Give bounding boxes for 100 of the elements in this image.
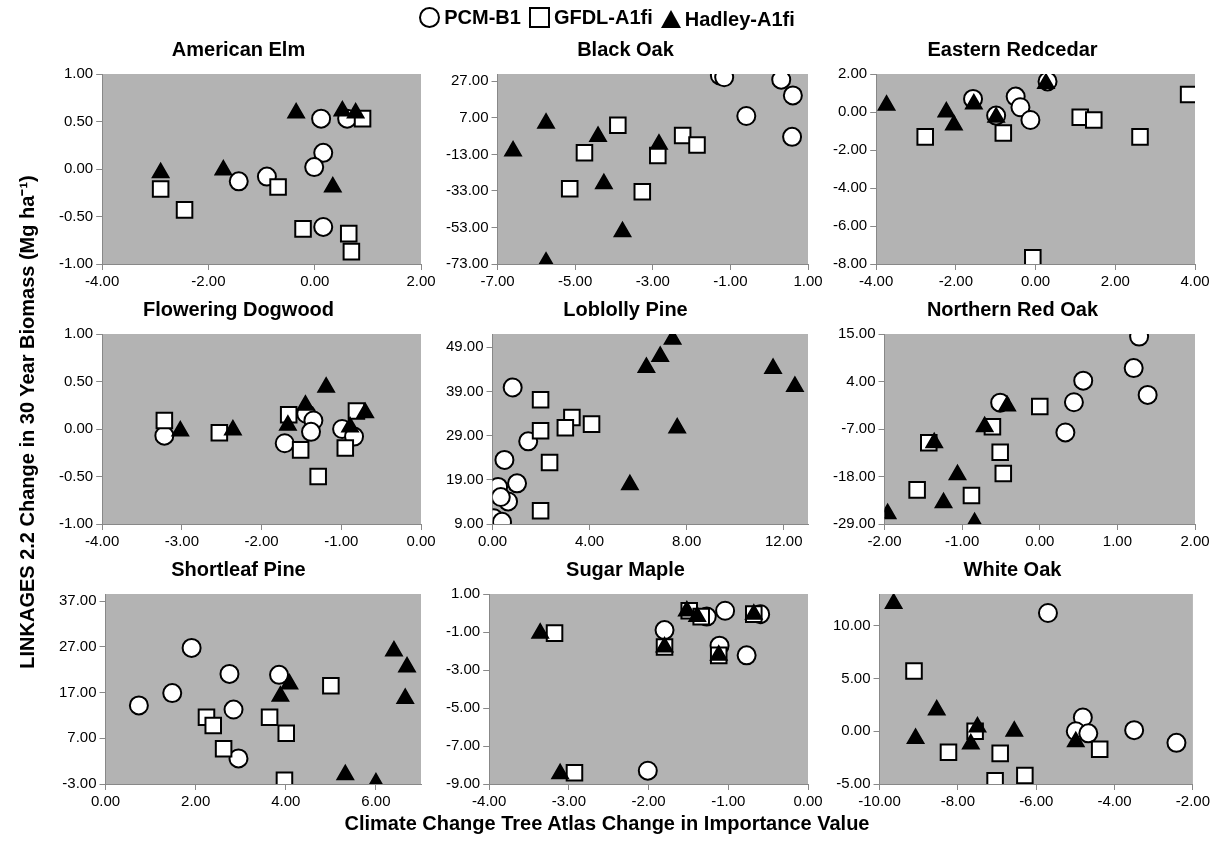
y-tick-label: 0.00 — [63, 159, 94, 177]
x-tick-label: 2.00 — [1180, 532, 1210, 550]
y-tick-label: -5.00 — [445, 698, 481, 716]
y-tick-label: 7.00 — [459, 107, 489, 125]
x-tick-label: 2.00 — [1100, 272, 1130, 290]
x-tick-label: -4.00 — [859, 272, 894, 290]
x-tick-label: 0.00 — [406, 532, 436, 550]
y-tick-label: 17.00 — [58, 682, 97, 700]
y-tick-label: -53.00 — [445, 217, 489, 235]
chart-title: Sugar Maple — [566, 557, 685, 580]
x-tick-label: -8.00 — [940, 792, 975, 810]
x-tick-label: 4.00 — [1180, 272, 1210, 290]
x-tick-label: -7.00 — [480, 272, 515, 290]
chart-title: American Elm — [171, 37, 306, 60]
y-tick-label: 0.50 — [63, 111, 94, 129]
y-tick-label: 39.00 — [445, 381, 484, 399]
y-tick-label: -29.00 — [832, 514, 876, 532]
chart-title: White Oak — [963, 557, 1063, 580]
x-tick-label: -2.00 — [191, 272, 226, 290]
y-tick-label: 27.00 — [450, 71, 489, 89]
y-tick-label: -0.50 — [58, 206, 94, 224]
y-tick-label: 0.00 — [837, 102, 868, 120]
x-tick-label: -2.00 — [244, 532, 279, 550]
y-tick-label: -6.00 — [832, 216, 868, 234]
x-tick-label: 0.00 — [300, 272, 330, 290]
y-tick-label: 0.50 — [63, 371, 94, 389]
legend-label: PCM-B1 — [444, 6, 521, 29]
x-tick-label: -2.00 — [631, 792, 666, 810]
y-tick-label: -13.00 — [445, 144, 489, 162]
y-tick-label: -33.00 — [445, 181, 489, 199]
x-tick-label: -1.00 — [324, 532, 359, 550]
x-tick-label: -4.00 — [85, 532, 120, 550]
y-tick-label: -2.00 — [832, 140, 868, 158]
y-tick-label: 49.00 — [445, 337, 484, 355]
chart-title: Loblolly Pine — [563, 297, 688, 320]
x-tick-label: 12.00 — [764, 532, 803, 550]
y-tick-label: 1.00 — [63, 64, 94, 82]
chart-title: Northern Red Oak — [926, 297, 1099, 320]
x-tick-label: 0.00 — [1025, 532, 1055, 550]
x-tick-label: 1.00 — [1102, 532, 1132, 550]
x-tick-label: 0.00 — [1020, 272, 1051, 290]
x-tick-label: 8.00 — [672, 532, 702, 550]
y-tick-label: -0.50 — [58, 466, 94, 484]
y-tick-label: 7.00 — [67, 728, 97, 746]
chart-title: Flowering Dogwood — [142, 297, 335, 320]
y-tick-label: 15.00 — [837, 324, 876, 342]
y-tick-label: -18.00 — [832, 466, 876, 484]
y-tick-label: -73.00 — [445, 254, 489, 272]
y-tick-label: -4.00 — [832, 178, 868, 196]
x-tick-label: -5.00 — [558, 272, 593, 290]
x-tick-label: -3.00 — [164, 532, 199, 550]
y-tick-label: 27.00 — [58, 637, 97, 655]
x-tick-label: -4.00 — [472, 792, 507, 810]
y-tick-label: -5.00 — [836, 774, 871, 792]
x-tick-label: -2.00 — [1175, 792, 1211, 810]
y-tick-label: 0.00 — [63, 419, 94, 437]
x-tick-label: 0.00 — [793, 792, 823, 810]
y-tick-label: 4.00 — [846, 371, 876, 389]
y-tick-label: -8.00 — [832, 254, 868, 272]
x-axis-title: Climate Change Tree Atlas Change in Importance Value — [343, 812, 871, 835]
x-tick-label: 1.00 — [793, 272, 823, 290]
y-tick-label: 9.00 — [454, 514, 484, 532]
x-tick-label: -2.00 — [867, 532, 902, 550]
y-tick-label: 2.00 — [837, 64, 868, 82]
x-tick-label: -4.00 — [1097, 792, 1132, 810]
y-tick-label: 1.00 — [63, 324, 94, 342]
x-tick-label: -1.00 — [711, 792, 746, 810]
y-tick-label: -3.00 — [62, 774, 97, 792]
y-tick-label: 19.00 — [445, 469, 484, 487]
x-tick-label: 2.00 — [181, 792, 211, 810]
x-tick-label: -10.00 — [858, 792, 901, 810]
y-tick-label: 37.00 — [58, 591, 97, 609]
chart-title: Eastern Redcedar — [927, 37, 1098, 60]
x-tick-label: -4.00 — [85, 272, 120, 290]
chart-title: Black Oak — [577, 37, 675, 60]
y-tick-label: -1.00 — [445, 622, 481, 640]
y-tick-label: -7.00 — [841, 419, 876, 437]
x-tick-label: -6.00 — [1019, 792, 1054, 810]
x-tick-label: 6.00 — [361, 792, 391, 810]
x-tick-label: -1.00 — [713, 272, 748, 290]
y-tick-label: 1.00 — [450, 584, 481, 602]
y-axis-title: LINKAGES 2.2 Change in 30 Year Biomass (Mg ha⁻¹) — [14, 175, 39, 669]
legend-label: GFDL-A1fi — [553, 6, 653, 29]
y-tick-label: -7.00 — [445, 736, 481, 754]
x-tick-label: -3.00 — [635, 272, 670, 290]
y-tick-label: 0.00 — [841, 721, 871, 739]
y-tick-label: 10.00 — [832, 615, 871, 633]
y-tick-label: -1.00 — [58, 254, 94, 272]
y-tick-label: -1.00 — [58, 514, 94, 532]
x-tick-label: -1.00 — [945, 532, 980, 550]
x-tick-label: 4.00 — [271, 792, 301, 810]
y-tick-label: -9.00 — [445, 774, 481, 792]
y-tick-label: 29.00 — [445, 425, 484, 443]
x-tick-label: 2.00 — [406, 272, 436, 290]
x-tick-label: 0.00 — [477, 532, 508, 550]
x-tick-label: -3.00 — [551, 792, 586, 810]
x-tick-label: 0.00 — [90, 792, 121, 810]
x-tick-label: -2.00 — [938, 272, 973, 290]
y-tick-label: -3.00 — [445, 660, 481, 678]
legend-label: Hadley-A1fi — [684, 7, 795, 31]
